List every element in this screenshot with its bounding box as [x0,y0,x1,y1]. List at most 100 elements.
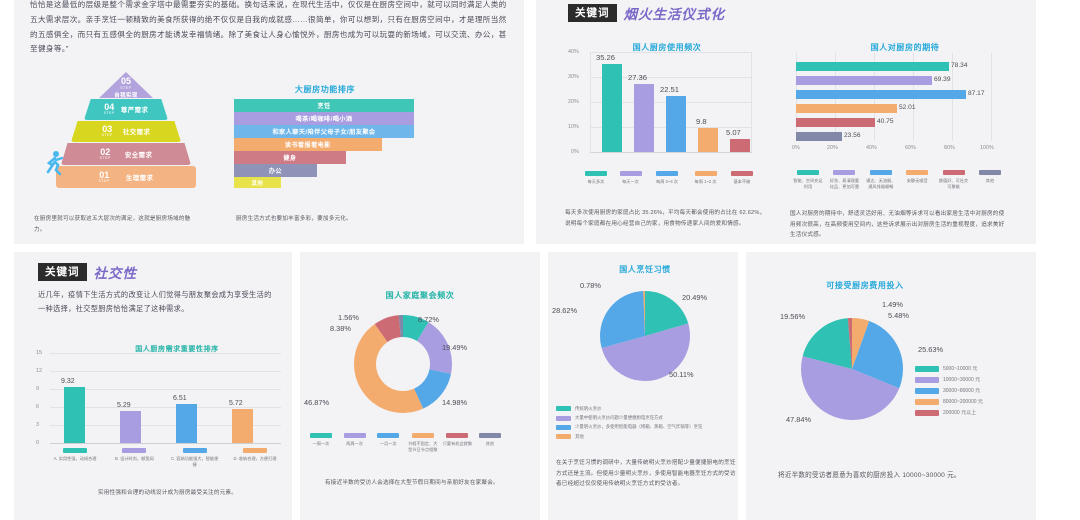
bar-label-kitchen-usage-1: 27.36 [628,73,648,82]
legend-label: 每天一次 [622,178,639,184]
legend-swatch [833,170,856,175]
bar-kitchen-usage-0 [602,64,622,152]
chart-family-gathering [349,310,457,418]
legend-swatch [310,433,332,438]
legend-swatch [915,399,939,406]
pyramid-level-1-label: 生理需求 [125,174,154,182]
chart-kitchen-usage: 40% 30% 20% 10% 0% 35.26 27.36 22.51 9.8… [568,49,758,164]
funnel-row-4: 健身 [234,151,346,164]
legend-label: 传统明火烹炒 [575,406,602,411]
pie-label-cooking-0: 20.49% [682,293,708,302]
gridline [50,353,281,354]
maslow-pyramid: 05 STEP 自我实现 04 STEP 尊严需求 03 STEP 社交需求 0… [46,72,196,194]
legend-label: 通达、无油烟、通风排烟顺畅 [866,177,896,189]
pie-label-budget-purple: 47.84% [786,415,812,424]
legend-item: 两周一次 [340,433,370,453]
chart-cooking-title: 国人烹饪习惯 [619,265,671,274]
bar-label-kitchen-usage-2: 22.51 [660,85,680,94]
keyword-fire-title: 烟火生活仪式化 [623,7,725,22]
pyramid-level-2-num: 02 [100,146,111,157]
x-tick-20: 20% [827,145,838,151]
legend-label: 每天多次 [587,178,605,184]
pyramid-level-4-step: STEP [103,111,115,116]
bar-label-expectations-1: 69.39 [934,76,951,83]
legend-item: 节假不固定、大型节日节点相聚 [407,433,439,453]
x-tick-60: 60% [905,145,916,151]
pie-slice-blue [801,318,903,420]
pie-slice-1 [600,291,690,381]
pyramid-level-2-label: 安全需求 [124,151,153,159]
funnel-row-4-label: 健身 [283,155,297,162]
legend-label: 30000~80000 元 [943,388,981,394]
legend-swatch [915,377,939,384]
funnel-row-1-label: 喝茶/喝咖啡/喝小酒 [295,116,353,123]
bar-label-kitchen-usage-3: 9.8 [696,117,707,126]
bar-label-expectations-5: 23.56 [844,132,861,139]
legend-swatch [182,448,207,453]
legend-label: 其他 [485,440,495,446]
legend-label: 10000~30000 元 [943,377,981,383]
chart-gathering-title: 国人家庭聚会频次 [385,291,455,300]
y-tick-15: 15 [36,350,42,356]
chart-expectations-title: 国人对厨房的期待 [870,43,940,52]
bar-expectations-0 [796,62,949,71]
bar-label-demand-0: 9.32 [61,378,75,385]
legend-expectations: 智能、空间充足利用 好洗、易清理要化品、更加可靠 通达、无油烟、通风排烟顺畅 安… [793,170,1005,190]
chart-demand-ranking: 15 12 9 6 3 0 9.32 5.29 6.51 5.72 [36,350,281,451]
bar-expectations-5 [796,132,842,141]
y-tick-6: 6 [36,404,39,410]
funnel-row-6-label: 其他 [251,180,264,187]
chart-kitchen-usage-caption: 每天多次使用厨房的家庭占比 35.26%，平均每天都会使用的占比在 62.62%… [565,210,766,227]
bar-kitchen-usage-1 [634,84,654,152]
bar-label-expectations-4: 40.75 [877,118,894,125]
funnel-row-2-label: 和家人聊天/陪伴父母子女/朋友聚会 [272,129,376,136]
vgridline [590,52,591,152]
donut-slice-5 [354,315,452,413]
legend-label: 少量明火烹炒，多使用智能电器（烤箱、蒸箱、空气炸锅等）烹饪 [575,424,703,430]
legend-item: D. 收纳合理，方便打理 [232,448,278,468]
legend-item: 30000~80000 元 [915,388,1020,395]
legend-label: 每周 3~4 次 [656,178,678,184]
legend-swatch [478,433,501,438]
x-tick-100: 100% [980,145,994,151]
legend-item: A. 实用性强，动线合理 [52,448,98,468]
legend-swatch [446,433,469,438]
pyramid-level-1-step: STEP [98,178,110,183]
legend-item: 200000 元以上 [915,410,1020,417]
legend-swatch [556,424,571,430]
funnel-row-3: 读书看报看电影 [234,138,382,151]
x-tick-80: 80% [944,145,955,151]
legend-label: 基本不做 [733,178,751,184]
donut-svg [354,315,452,413]
legend-swatch [797,170,819,175]
bar-label-kitchen-usage-4: 5.07 [726,128,741,137]
legend-item: 80000~200000 元 [915,399,1020,406]
legend-item: B. 设计时尚，够宽阔 [111,448,157,468]
gridline [50,389,281,390]
legend-label: 好洗、易清理要化品、更加可靠 [829,177,860,189]
legend-item: 每天一次 [615,171,647,185]
legend-item: 其他 [975,170,1005,190]
legend-label: 一月一次 [379,440,397,446]
legend-gathering: 一周一次 两周一次 一月一次 节假不固定、大型节日节点相聚 只要有机会就聚 其他 [306,433,504,453]
funnel-row-0-label: 烹饪 [317,103,331,110]
vgridline [991,53,992,141]
legend-demand: A. 实用性强，动线合理 B. 设计时尚，够宽阔 C. 容纳功能强大，智能便捷 … [52,448,278,468]
bar-label-demand-1: 5.29 [117,402,131,409]
donut-label-2: 14.98% [442,398,468,407]
gridline [50,371,281,372]
bar-expectations-3 [796,104,897,113]
pyramid-level-2-step: STEP [99,155,111,160]
gridline [590,77,752,78]
pyramid-level-5-num: 05 [120,75,131,86]
y-tick-0: 0 [36,440,39,446]
legend-swatch [978,170,1001,175]
keyword-fire: 关键词 烟火生活仪式化 [568,3,725,23]
donut-label-3: 46.87% [304,398,330,407]
funnel-caption: 厨房生活方式也要加丰富多彩，要加多元化。 [236,216,352,222]
legend-label: B. 设计时尚，够宽阔 [115,455,154,461]
pyramid-level-1-num: 01 [99,169,110,180]
pyramid-level-4: 04 STEP 尊严需求 [84,99,168,120]
running-person-icon [46,151,64,176]
chart-kitchen-budget [798,315,906,423]
